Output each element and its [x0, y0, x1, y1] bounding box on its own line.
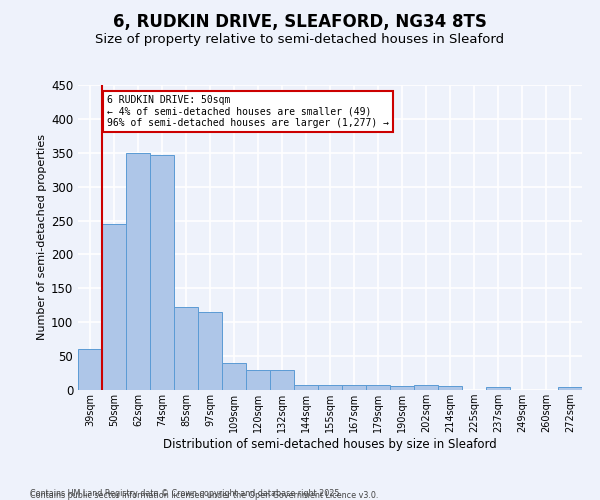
Bar	[150, 156, 174, 390]
Y-axis label: Number of semi-detached properties: Number of semi-detached properties	[37, 134, 47, 340]
Text: Size of property relative to semi-detached houses in Sleaford: Size of property relative to semi-detach…	[95, 32, 505, 46]
Bar	[246, 370, 270, 390]
Bar	[558, 386, 582, 390]
Bar	[174, 308, 198, 390]
Bar	[294, 384, 318, 390]
Bar	[270, 370, 294, 390]
Bar	[438, 386, 462, 390]
Text: 6 RUDKIN DRIVE: 50sqm
← 4% of semi-detached houses are smaller (49)
96% of semi-: 6 RUDKIN DRIVE: 50sqm ← 4% of semi-detac…	[107, 95, 389, 128]
Bar	[342, 386, 366, 390]
Text: Contains public sector information licensed under the Open Government Licence v3: Contains public sector information licen…	[30, 491, 379, 500]
Text: 6, RUDKIN DRIVE, SLEAFORD, NG34 8TS: 6, RUDKIN DRIVE, SLEAFORD, NG34 8TS	[113, 12, 487, 30]
Bar	[198, 312, 222, 390]
Bar	[126, 153, 150, 390]
Bar	[390, 386, 414, 390]
Bar	[102, 224, 126, 390]
Bar	[78, 350, 102, 390]
Bar	[414, 386, 438, 390]
Bar	[318, 386, 342, 390]
Bar	[366, 386, 390, 390]
Bar	[486, 386, 510, 390]
Bar	[222, 363, 246, 390]
X-axis label: Distribution of semi-detached houses by size in Sleaford: Distribution of semi-detached houses by …	[163, 438, 497, 451]
Text: Contains HM Land Registry data © Crown copyright and database right 2025.: Contains HM Land Registry data © Crown c…	[30, 488, 342, 498]
